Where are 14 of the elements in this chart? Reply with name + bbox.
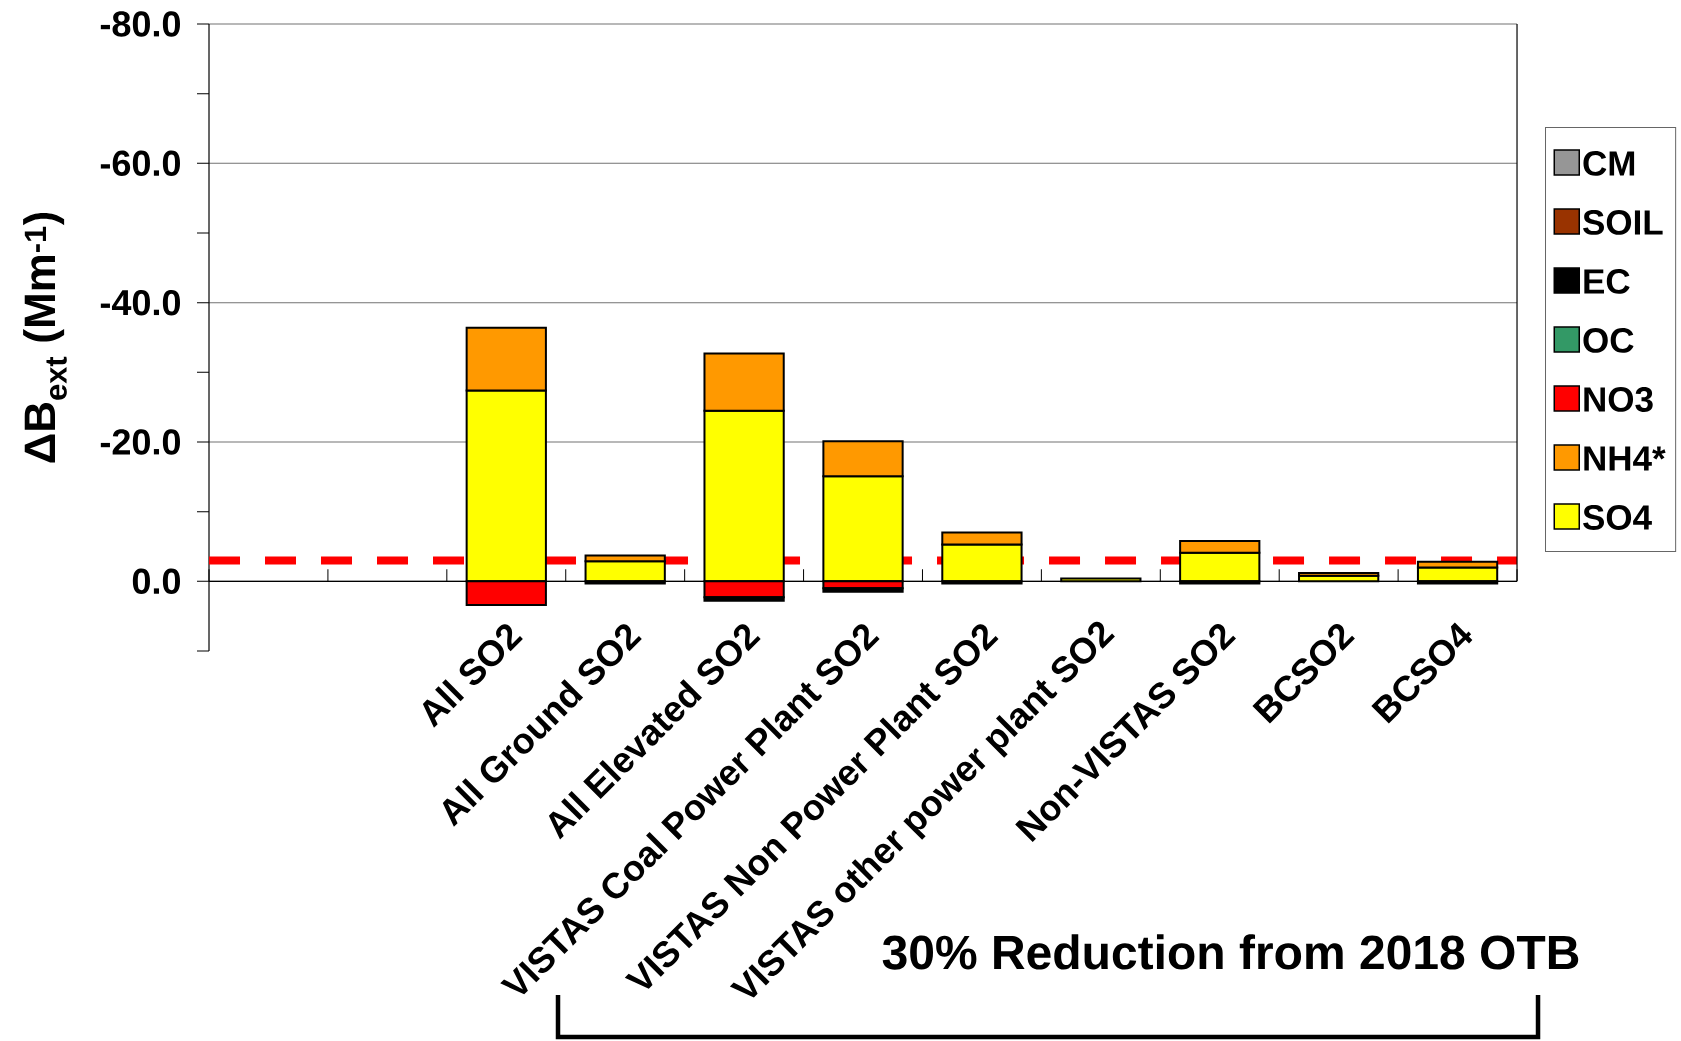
y-tick-label: -40.0 — [100, 289, 180, 316]
legend-label: CM — [1583, 151, 1635, 176]
y-tick-label: -80.0 — [100, 11, 180, 37]
legend-label: OC — [1583, 328, 1634, 353]
y-tick-label: 0.0 — [132, 568, 181, 595]
legend-label: SO4 — [1583, 505, 1652, 530]
y-tick-label: -20.0 — [100, 429, 180, 455]
y-tick-label: -60.0 — [100, 150, 180, 177]
legend-label: NH4* — [1584, 446, 1666, 471]
y-axis-title: ΔB$_{ext}$ (Mm$^{-1}$) — [23, 212, 67, 463]
text: 30% Reduction from 2018 OTB — [882, 934, 1579, 970]
legend-label: NO3 — [1584, 387, 1653, 412]
legend-label: EC — [1584, 269, 1630, 294]
legend-label: SOIL — [1583, 210, 1663, 235]
